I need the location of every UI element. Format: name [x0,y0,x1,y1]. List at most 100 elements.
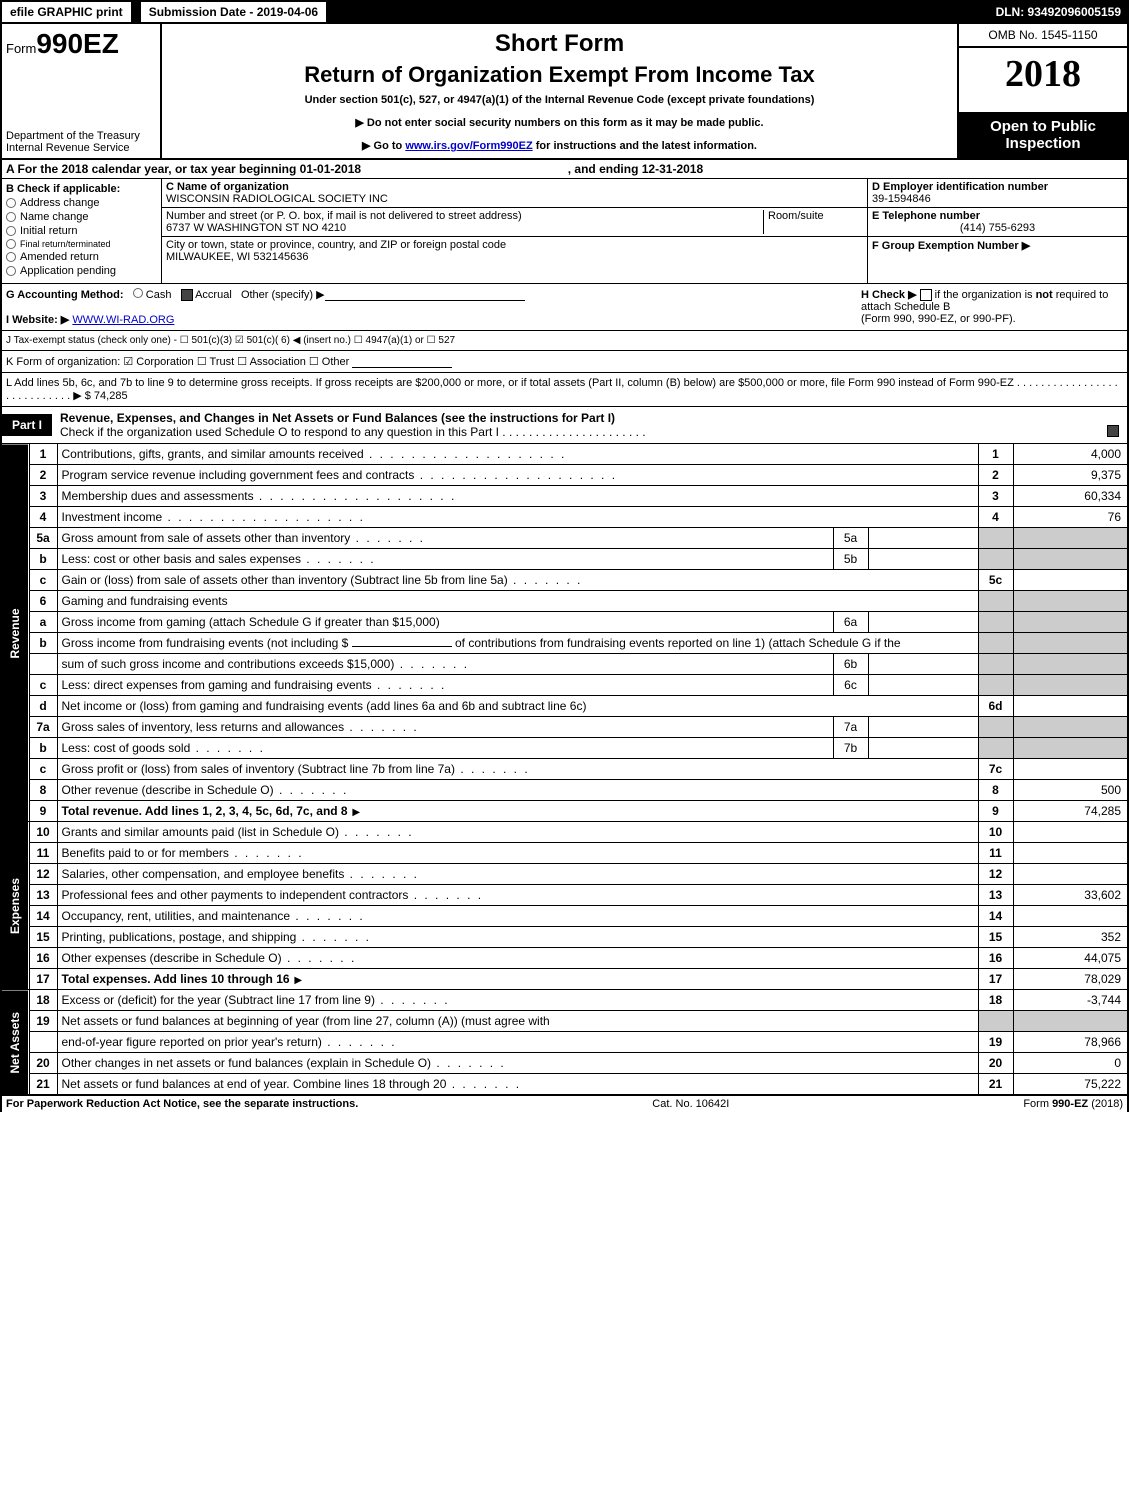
line-rnum-gray [978,738,1013,759]
line-num: 14 [29,906,57,927]
street-row: Number and street (or P. O. box, if mail… [162,208,867,237]
line-rnum: 7c [978,759,1013,780]
line-18: Net Assets 18 Excess or (deficit) for th… [1,990,1128,1011]
phone-row: E Telephone number (414) 755-6293 [868,208,1127,237]
chk-initial-return[interactable]: Initial return [6,225,157,237]
line-16: 16 Other expenses (describe in Schedule … [1,948,1128,969]
k-text: K Form of organization: ☑ Corporation ☐ … [6,356,349,368]
section-b-right: D Employer identification number 39-1594… [867,179,1127,283]
line-1: Revenue 1 Contributions, gifts, grants, … [1,444,1128,465]
line-desc: end-of-year figure reported on prior yea… [57,1032,978,1053]
line-desc: Salaries, other compensation, and employ… [57,864,978,885]
line-num: 19 [29,1011,57,1032]
line-val: 78,966 [1013,1032,1128,1053]
k-other-line[interactable] [352,367,452,368]
city-address: MILWAUKEE, WI 532145636 [166,251,308,263]
line-7b: b Less: cost of goods sold 7b [1,738,1128,759]
line-num: 12 [29,864,57,885]
part1-header: Part I Revenue, Expenses, and Changes in… [0,407,1129,444]
checkbox-schedule-o-icon[interactable] [1107,425,1119,437]
desc-part1: Gross income from fundraising events (no… [62,636,352,650]
line-num: 16 [29,948,57,969]
part1-check-line: Check if the organization used Schedule … [60,425,646,439]
chk-application-pending[interactable]: Application pending [6,265,157,277]
form-prefix: Form [6,41,36,56]
line-12: 12 Salaries, other compensation, and emp… [1,864,1128,885]
line-rnum-gray [978,549,1013,570]
line-desc: Contributions, gifts, grants, and simila… [57,444,978,465]
line-8: 8 Other revenue (describe in Schedule O)… [1,780,1128,801]
line-2: 2 Program service revenue including gove… [1,465,1128,486]
opt-amended-return: Amended return [20,251,99,263]
phone-value: (414) 755-6293 [872,222,1123,234]
line-val: 9,375 [1013,465,1128,486]
line-rnum: 5c [978,570,1013,591]
line-val [1013,759,1128,780]
line-val-gray [1013,591,1128,612]
line-num [29,654,57,675]
line-4: 4 Investment income 4 76 [1,507,1128,528]
dept-line2: Internal Revenue Service [6,142,156,154]
under-section: Under section 501(c), 527, or 4947(a)(1)… [168,94,951,106]
line-6c: c Less: direct expenses from gaming and … [1,675,1128,696]
chk-name-change[interactable]: Name change [6,211,157,223]
line-desc: Gross sales of inventory, less returns a… [57,717,833,738]
website-link[interactable]: WWW.WI-RAD.ORG [72,314,174,326]
other-specify-line[interactable] [325,300,525,301]
line-rnum: 14 [978,906,1013,927]
line-val-gray [1013,633,1128,654]
line-num: 7a [29,717,57,738]
footer-left: For Paperwork Reduction Act Notice, see … [6,1098,358,1110]
line-val: 75,222 [1013,1074,1128,1096]
line-val: 352 [1013,927,1128,948]
line-desc: Printing, publications, postage, and shi… [57,927,978,948]
checkbox-accrual-icon[interactable] [181,289,193,301]
chk-amended-return[interactable]: Amended return [6,251,157,263]
line-num: 2 [29,465,57,486]
line-num: b [29,549,57,570]
line-desc: Excess or (deficit) for the year (Subtra… [57,990,978,1011]
h-not: not [1036,289,1053,301]
radio-cash-icon[interactable] [133,288,143,298]
section-g: G Accounting Method: Cash Accrual Other … [0,284,1129,331]
line-17: 17 Total expenses. Add lines 10 through … [1,969,1128,990]
header-center: Short Form Return of Organization Exempt… [162,24,957,158]
irs-link[interactable]: www.irs.gov/Form990EZ [405,140,532,152]
line-rnum: 9 [978,801,1013,822]
section-b-label: B Check if applicable: [6,183,157,195]
chk-address-change[interactable]: Address change [6,197,157,209]
line-13: 13 Professional fees and other payments … [1,885,1128,906]
street-address: 6737 W WASHINGTON ST NO 4210 [166,222,346,234]
line-6b-sum: sum of such gross income and contributio… [1,654,1128,675]
line-num: 3 [29,486,57,507]
submission-date: Submission Date - 2019-04-06 [139,0,328,24]
line-desc: Membership dues and assessments [57,486,978,507]
line-desc: Total revenue. Add lines 1, 2, 3, 4, 5c,… [57,801,978,822]
line-num: 17 [29,969,57,990]
instr-line1: ▶ Do not enter social security numbers o… [168,116,951,129]
opt-final-return: Final return/terminated [20,239,111,249]
line-desc: Benefits paid to or for members [57,843,978,864]
footer: For Paperwork Reduction Act Notice, see … [0,1096,1129,1112]
fundraising-amount-blank[interactable] [352,646,452,647]
opt-initial-return: Initial return [20,225,77,237]
line-desc: Other revenue (describe in Schedule O) [57,780,978,801]
checkbox-h-icon[interactable] [920,289,932,301]
line-num: 18 [29,990,57,1011]
line-19b: end-of-year figure reported on prior yea… [1,1032,1128,1053]
line-num: c [29,675,57,696]
line-num: c [29,759,57,780]
line-rnum: 16 [978,948,1013,969]
mid-val [868,549,978,570]
open-public-line1: Open to Public [961,118,1125,135]
footer-center: Cat. No. 10642I [652,1098,729,1110]
h-text3: (Form 990, 990-EZ, or 990-PF). [861,313,1016,325]
f-label: F Group Exemption Number ▶ [872,240,1030,252]
part1-title-text: Revenue, Expenses, and Changes in Net As… [60,411,615,425]
d-label: D Employer identification number [872,181,1048,193]
opt-accrual: Accrual [195,289,232,301]
chk-final-return[interactable]: Final return/terminated [6,239,157,249]
l-text: L Add lines 5b, 6c, and 7b to line 9 to … [6,377,1118,402]
j-text: J Tax-exempt status (check only one) - ☐… [6,335,455,346]
line-val: 4,000 [1013,444,1128,465]
